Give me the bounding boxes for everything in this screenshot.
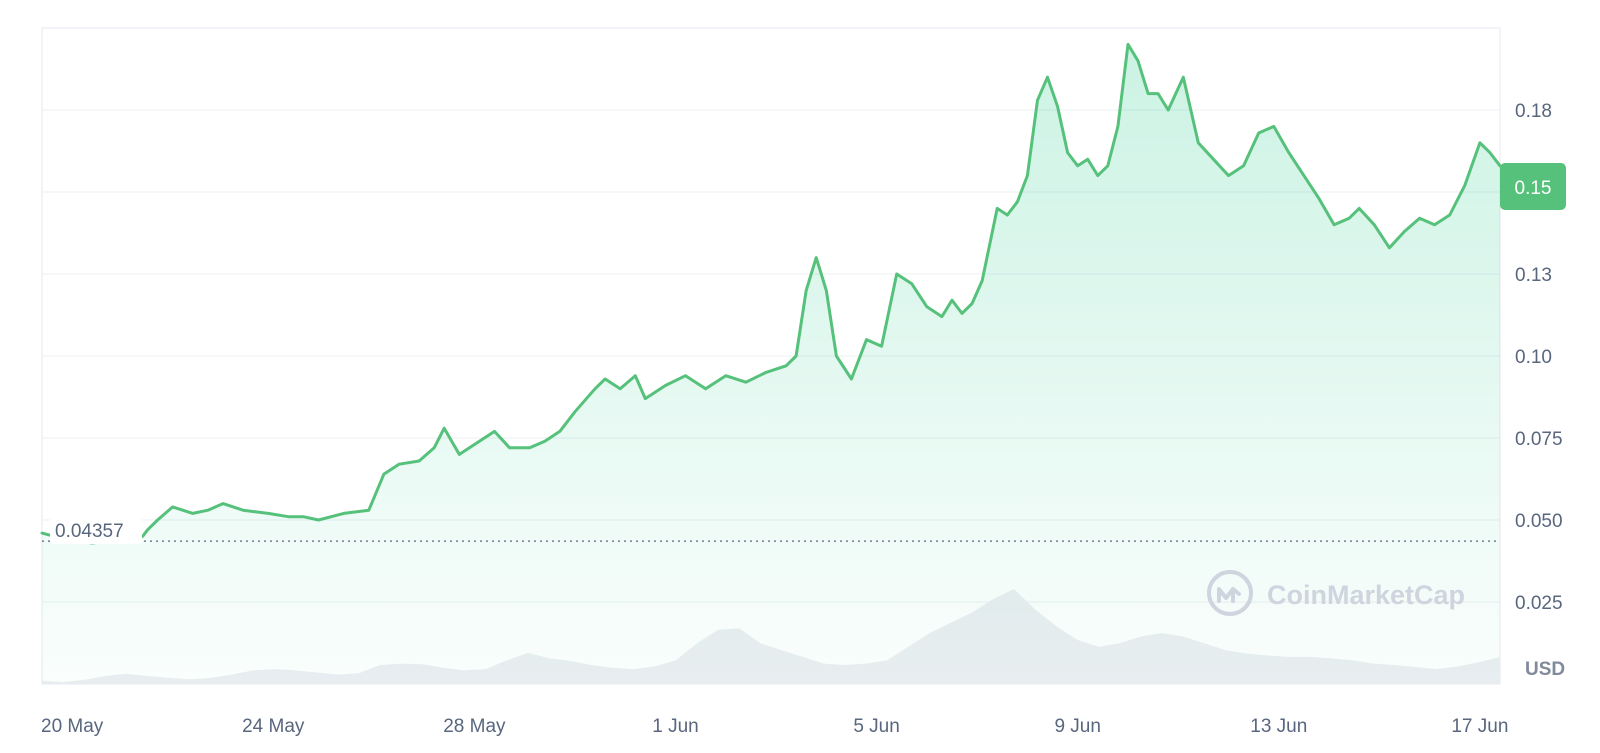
price-line	[40, 42, 1502, 545]
y-tick-label: 0.025	[1515, 593, 1563, 614]
x-tick-label: 20 May	[41, 716, 104, 737]
y-tick-label: 0.10	[1515, 347, 1552, 368]
open-price-label: 0.04357	[50, 517, 142, 544]
price-area-fill	[42, 44, 1500, 684]
coinmarketcap-logo-icon	[1207, 570, 1253, 616]
x-tick-label: 5 Jun	[853, 716, 899, 737]
x-tick-label: 13 Jun	[1250, 716, 1307, 737]
price-series-line	[40, 42, 1502, 545]
watermark: CoinMarketCap	[1207, 570, 1465, 616]
y-tick-label: 0.050	[1515, 511, 1563, 532]
y-unit-label: USD	[1525, 659, 1565, 680]
current-price-badge-bg	[1500, 163, 1566, 210]
x-tick-label: 9 Jun	[1054, 716, 1100, 737]
x-axis: 20 May 24 May 28 May 1 Jun 5 Jun 9 Jun 13 Jun 1…	[41, 716, 1508, 737]
x-tick-label: 24 May	[242, 716, 305, 737]
y-tick-label: 0.13	[1515, 265, 1552, 286]
x-tick-label: 17 Jun	[1451, 716, 1508, 737]
x-tick-label: 28 May	[443, 716, 506, 737]
open-price-label-bg	[50, 517, 142, 544]
current-price-badge: 0.15	[1500, 163, 1566, 210]
open-price-value: 0.04357	[55, 521, 124, 542]
x-tick-label: 1 Jun	[652, 716, 698, 737]
y-tick-label: 0.075	[1515, 429, 1563, 450]
y-tick-label: 0.18	[1515, 101, 1552, 122]
watermark-text: CoinMarketCap	[1267, 580, 1465, 610]
current-price-value: 0.15	[1515, 178, 1552, 199]
price-area	[42, 44, 1500, 684]
